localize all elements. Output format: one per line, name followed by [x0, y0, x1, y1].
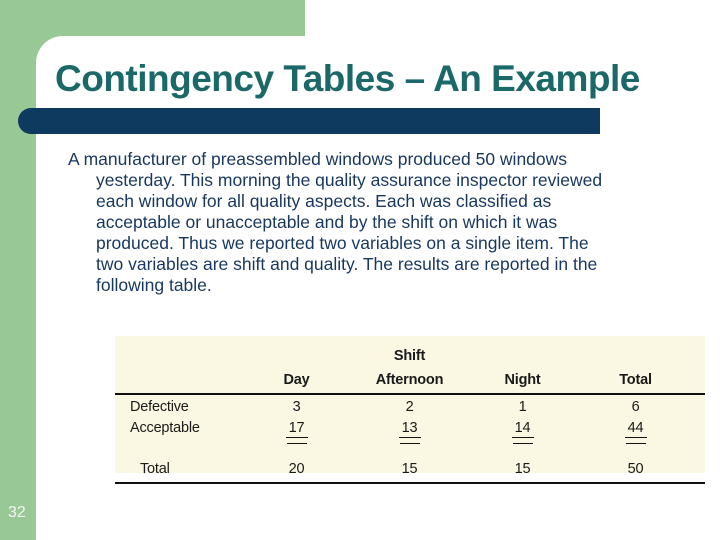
body-line: following table. — [96, 275, 212, 295]
contingency-table: Shift Day Afternoon Night Total Defective 3 2… — [115, 336, 705, 484]
table-value-underlined: 13 — [398, 420, 421, 438]
body-line: two variables are shift and quality. The… — [96, 254, 598, 274]
table-row-label: Defective — [130, 398, 189, 415]
table-row-label: Acceptable — [130, 420, 200, 436]
sum-rule — [286, 443, 307, 444]
body-paragraph: A manufacturer of preassembled windows p… — [68, 149, 713, 296]
table-value-cell: 17 — [240, 420, 353, 444]
table-value-underlined: 44 — [624, 420, 647, 438]
table-value-cell: 50 — [627, 460, 644, 477]
table-value-cell: 20 — [288, 460, 305, 477]
table-bottom-rule — [115, 482, 705, 484]
table-row-label: Total — [140, 460, 170, 477]
table-header-rule — [115, 393, 705, 395]
table-value-cell: 3 — [292, 398, 301, 415]
title-underline-bar — [18, 108, 600, 134]
green-accent-sidebar — [0, 0, 36, 540]
body-line: yesterday. This morning the quality assu… — [96, 170, 603, 190]
table-row: Total 20 15 15 50 — [115, 455, 705, 482]
table-col-header: Day — [283, 372, 310, 388]
table-col-header: Night — [504, 372, 541, 388]
body-line: A manufacturer of preassembled windows p… — [68, 149, 568, 169]
body-line: acceptable or unacceptable and by the sh… — [96, 212, 558, 232]
table-row: Acceptable 17 13 14 44 — [115, 418, 705, 455]
table-col-header: Afternoon — [375, 372, 444, 388]
table-value-cell: 15 — [401, 460, 418, 477]
table-value-cell: 44 — [579, 420, 692, 444]
table-value-underlined: 17 — [285, 420, 308, 438]
table-body: Defective 3 2 1 6 Acceptable 17 13 14 44 Total 20 15… — [115, 395, 705, 482]
table-group-header: Shift — [393, 348, 426, 364]
table-value-cell: 6 — [631, 398, 640, 415]
sum-rule — [399, 443, 420, 444]
sum-rule — [512, 443, 533, 444]
table-col-header: Total — [619, 372, 652, 388]
page-number: 32 — [8, 504, 26, 521]
table-value-cell: 15 — [514, 460, 531, 477]
table-row: Defective 3 2 1 6 — [115, 395, 705, 418]
body-line: each window for all quality aspects. Eac… — [96, 191, 552, 211]
table-group-header-row: Shift — [115, 344, 705, 364]
table-value-cell: 2 — [405, 398, 414, 415]
table-value-cell: 13 — [353, 420, 466, 444]
body-line: produced. Thus we reported two variables… — [96, 233, 589, 253]
table-value-cell: 14 — [466, 420, 579, 444]
table-value-underlined: 14 — [511, 420, 534, 438]
table-value-cell: 1 — [518, 398, 527, 415]
slide-title: Contingency Tables – An Example — [55, 58, 640, 99]
table-header-row: Day Afternoon Night Total — [115, 364, 705, 393]
sum-rule — [625, 443, 646, 444]
